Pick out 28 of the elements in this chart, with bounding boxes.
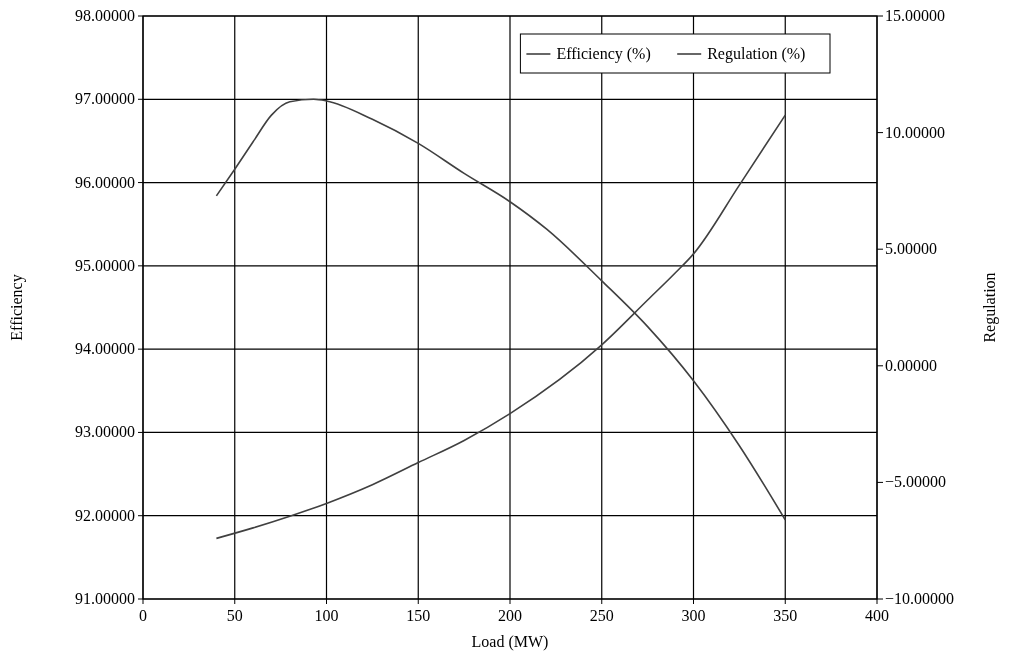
x-tick-label: 50 bbox=[226, 607, 243, 624]
x-tick-label: 250 bbox=[589, 607, 614, 624]
y-tick-label: 94.00000 bbox=[75, 340, 135, 358]
y-tick-label: 91.00000 bbox=[75, 590, 135, 607]
legend-label: Regulation (%) bbox=[707, 45, 806, 63]
legend-label: Efficiency (%) bbox=[556, 45, 651, 63]
x-tick-label: 300 bbox=[681, 607, 706, 624]
y2-tick-label: 15.00000 bbox=[885, 7, 945, 24]
y-tick-label: 95.00000 bbox=[75, 256, 135, 274]
y2-tick-label: −5.00000 bbox=[885, 473, 947, 491]
y2-tick-label: 10.00000 bbox=[885, 123, 945, 141]
y2-tick-label: −10.00000 bbox=[885, 590, 955, 607]
y-tick-label: 98.00000 bbox=[75, 7, 135, 24]
y-tick-label: 92.00000 bbox=[75, 506, 135, 524]
x-tick-label: 0 bbox=[139, 607, 147, 624]
x-tick-label: 400 bbox=[865, 607, 889, 624]
y2-tick-label: 0.00000 bbox=[885, 356, 937, 374]
y-axis-title: Efficiency bbox=[8, 274, 26, 341]
x-tick-label: 100 bbox=[314, 607, 339, 624]
y2-axis-title: Regulation bbox=[981, 272, 999, 343]
y-tick-label: 97.00000 bbox=[75, 90, 135, 108]
y2-tick-label: 5.00000 bbox=[885, 240, 937, 258]
x-tick-label: 350 bbox=[773, 607, 798, 624]
y-tick-label: 96.00000 bbox=[75, 173, 135, 191]
x-tick-label: 200 bbox=[498, 607, 522, 624]
x-tick-label: 150 bbox=[406, 607, 431, 624]
y-tick-label: 93.00000 bbox=[75, 423, 135, 441]
x-axis-title: Load (MW) bbox=[471, 633, 549, 651]
